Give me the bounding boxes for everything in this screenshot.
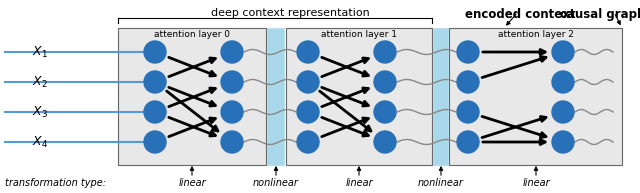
Bar — [118, 28, 266, 165]
Circle shape — [297, 41, 319, 63]
Circle shape — [297, 71, 319, 93]
Circle shape — [374, 71, 396, 93]
Text: $X_4$: $X_4$ — [32, 135, 48, 150]
Circle shape — [297, 101, 319, 123]
Circle shape — [552, 101, 574, 123]
Text: linear: linear — [345, 178, 373, 188]
Text: causal graph: causal graph — [560, 8, 640, 21]
Bar — [267, 28, 284, 165]
Circle shape — [221, 131, 243, 153]
Text: linear: linear — [178, 178, 206, 188]
Circle shape — [144, 131, 166, 153]
Text: $X_3$: $X_3$ — [32, 104, 48, 119]
Bar — [449, 28, 622, 165]
Circle shape — [457, 71, 479, 93]
Circle shape — [457, 101, 479, 123]
Circle shape — [374, 101, 396, 123]
Circle shape — [552, 131, 574, 153]
Circle shape — [374, 131, 396, 153]
Circle shape — [221, 101, 243, 123]
Circle shape — [374, 41, 396, 63]
Text: attention layer 1: attention layer 1 — [321, 30, 397, 39]
Text: deep context representation: deep context representation — [211, 8, 369, 18]
Text: attention layer 2: attention layer 2 — [498, 30, 574, 39]
Circle shape — [457, 131, 479, 153]
Text: nonlinear: nonlinear — [253, 178, 299, 188]
Text: linear: linear — [522, 178, 550, 188]
Circle shape — [144, 71, 166, 93]
Bar — [433, 28, 448, 165]
Text: $X_1$: $X_1$ — [32, 44, 48, 60]
Circle shape — [221, 71, 243, 93]
Text: $X_2$: $X_2$ — [32, 74, 48, 90]
Text: nonlinear: nonlinear — [418, 178, 464, 188]
Circle shape — [144, 101, 166, 123]
Text: attention layer 0: attention layer 0 — [154, 30, 230, 39]
Circle shape — [552, 41, 574, 63]
Circle shape — [457, 41, 479, 63]
Circle shape — [297, 131, 319, 153]
Circle shape — [552, 71, 574, 93]
Bar — [286, 28, 432, 165]
Text: transformation type:: transformation type: — [5, 178, 106, 188]
Text: encoded context: encoded context — [465, 8, 575, 21]
Circle shape — [221, 41, 243, 63]
Circle shape — [144, 41, 166, 63]
